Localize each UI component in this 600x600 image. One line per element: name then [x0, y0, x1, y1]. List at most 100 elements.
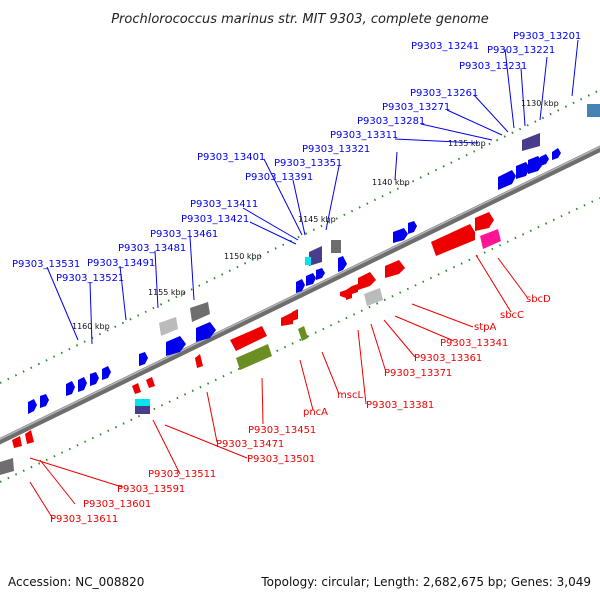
gene-feature	[309, 246, 322, 266]
gene-feature	[540, 154, 549, 166]
gene-feature	[135, 406, 150, 414]
gene-feature	[135, 399, 150, 406]
gene-feature	[431, 224, 475, 256]
gene-feature	[338, 256, 347, 272]
gene-label: P9303_13451	[248, 425, 316, 436]
gene-feature	[230, 326, 267, 351]
scale-labels: 1130 kbp 1135 kbp 1140 kbp 1145 kbp 1150…	[72, 99, 559, 331]
gene-feature	[358, 272, 376, 290]
forward-features	[28, 104, 600, 414]
scale-label: 1155 kbp	[148, 288, 186, 297]
gene-label: sbcD	[526, 294, 551, 305]
gene-label: stpA	[474, 322, 496, 333]
map-title: Prochlorococcus marinus str. MIT 9303, c…	[111, 12, 489, 27]
gene-feature	[90, 372, 99, 386]
gene-label: P9303_13241	[411, 41, 479, 52]
gene-feature	[305, 257, 311, 265]
gene-feature	[316, 268, 325, 280]
gene-label: P9303_13601	[83, 499, 151, 510]
forward-tick-row	[0, 89, 600, 384]
gene-label: P9303_13461	[150, 229, 218, 240]
gene-feature	[40, 394, 49, 408]
gene-feature	[480, 229, 501, 249]
gene-label: P9303_13221	[487, 45, 555, 56]
genome-summary-text: Topology: circular; Length: 2,682,675 bp…	[260, 575, 591, 589]
gene-label: P9303_13591	[117, 484, 185, 495]
gene-feature	[281, 312, 293, 326]
gene-label: P9303_13271	[382, 102, 450, 113]
gene-label: P9303_13341	[440, 338, 508, 349]
gene-label: P9303_13351	[274, 158, 342, 169]
scale-label: 1150 kbp	[224, 252, 262, 261]
reverse-tick-row	[0, 197, 600, 483]
gene-label: P9303_13491	[87, 258, 155, 269]
scale-label: 1145 kbp	[298, 215, 336, 224]
gene-label: mscL	[337, 390, 363, 401]
gene-label: P9303_13381	[366, 400, 434, 411]
scale-label: 1130 kbp	[521, 99, 559, 108]
gene-feature	[298, 326, 308, 341]
gene-label: P9303_13471	[216, 439, 284, 450]
gene-feature	[139, 352, 148, 366]
gene-label: P9303_13501	[247, 454, 315, 465]
scale-label: 1140 kbp	[372, 178, 410, 187]
genome-backbone	[0, 145, 600, 445]
gene-feature	[552, 148, 561, 160]
gene-feature	[236, 344, 272, 370]
gene-label: sbcC	[500, 310, 524, 321]
gene-label: P9303_13261	[410, 88, 478, 99]
gene-label: P9303_13481	[118, 243, 186, 254]
reverse-features	[0, 212, 501, 475]
gene-feature	[340, 290, 346, 298]
gene-label: P9303_13521	[56, 273, 124, 284]
gene-feature	[587, 104, 600, 117]
gene-feature	[516, 162, 530, 179]
gene-feature	[385, 260, 405, 278]
gene-feature	[159, 317, 178, 336]
gene-label: P9303_13421	[181, 214, 249, 225]
gene-label: P9303_13281	[357, 116, 425, 127]
gene-label: P9303_13231	[459, 61, 527, 72]
gene-feature	[78, 377, 87, 392]
gene-feature	[408, 221, 417, 234]
gene-feature	[306, 273, 316, 286]
gene-feature	[12, 436, 22, 448]
gene-label: P9303_13311	[330, 130, 398, 141]
gene-feature	[498, 170, 516, 190]
gene-label: P9303_13511	[148, 469, 216, 480]
gene-feature	[195, 354, 203, 368]
gene-label: P9303_13611	[50, 514, 118, 525]
gene-feature	[522, 133, 540, 151]
gene-feature	[190, 302, 210, 322]
gene-feature	[292, 309, 298, 321]
gene-feature	[25, 430, 34, 444]
gene-feature	[393, 228, 408, 243]
gene-label: P9303_13361	[414, 353, 482, 364]
gene-label: pncA	[303, 407, 328, 418]
gene-label: P9303_13531	[12, 259, 80, 270]
gene-feature	[102, 366, 111, 380]
gene-feature	[352, 284, 358, 294]
gene-feature	[346, 286, 352, 300]
gene-feature	[28, 399, 37, 414]
reverse-callouts	[29, 254, 528, 520]
gene-label: P9303_13371	[384, 368, 452, 379]
gene-label: P9303_13401	[197, 152, 265, 163]
scale-label: 1160 kbp	[72, 322, 110, 331]
forward-labels: P9303_13201 P9303_13221 P9303_13241 P930…	[12, 31, 581, 284]
forward-callouts	[46, 39, 579, 345]
gene-feature	[196, 322, 216, 342]
gene-feature	[166, 336, 186, 356]
gene-label: P9303_13411	[190, 199, 258, 210]
gene-feature	[331, 240, 341, 253]
accession-text: Accession: NC_008820	[8, 575, 144, 589]
gene-label: P9303_13201	[513, 31, 581, 42]
reverse-labels: sbcD sbcC stpA P9303_13341 P9303_13361 P…	[50, 294, 551, 525]
gene-label: P9303_13391	[245, 172, 313, 183]
scale-label: 1135 kbp	[448, 139, 486, 148]
gene-feature	[66, 381, 75, 396]
gene-label: P9303_13321	[302, 144, 370, 155]
gene-feature	[364, 288, 383, 306]
